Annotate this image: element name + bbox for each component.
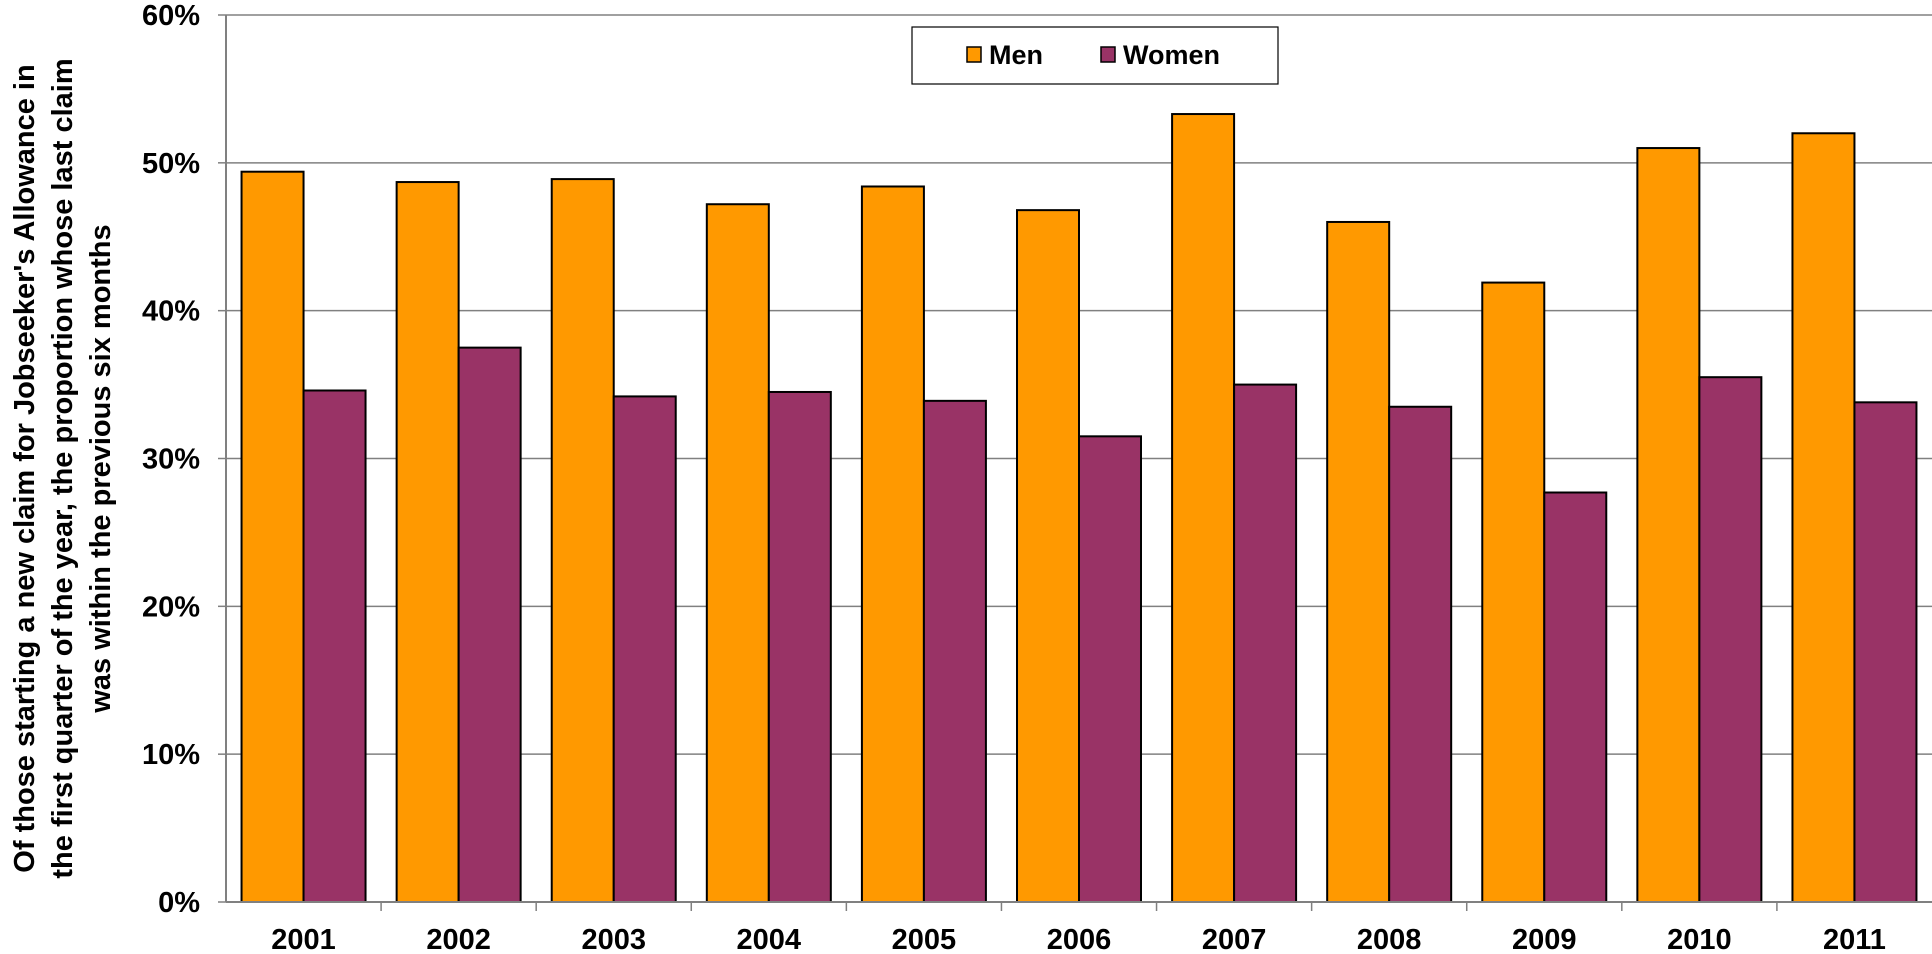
bar-women-2007 [1233,383,1298,904]
x-tick-label: 2003 [581,924,646,954]
y-tick-labels: 0% 10% 20% 30% 40% 50% 60% [142,0,200,919]
bar-women-2004 [767,390,832,903]
bar-men-2006 [1016,209,1080,903]
y-tick-label: 20% [142,591,200,623]
x-tick-label: 2008 [1357,924,1422,954]
bar-women-2002 [457,346,522,903]
bar-men-2002 [395,181,460,903]
legend: Men Women [911,26,1279,85]
bars [240,113,1918,904]
y-axis-title: Of those starting a new claim for Jobsee… [9,58,117,878]
bar-men-2010 [1636,147,1701,904]
x-tick-label: 2005 [892,924,957,954]
bar-men-2009 [1481,281,1546,904]
x-tick-label: 2009 [1512,924,1577,954]
bar-women-2006 [1078,435,1142,903]
y-tick-label: 50% [142,148,200,180]
x-tick-label: 2007 [1202,924,1267,954]
bar-women-2009 [1543,491,1608,903]
bar-women-2003 [612,395,677,903]
x-tick-label: 2002 [426,924,491,954]
legend-label-women: Women [1123,40,1220,70]
y-tick-label: 30% [142,444,200,476]
bar-men-2003 [550,178,615,904]
bar-men-2005 [860,185,925,903]
legend-swatch-men [966,46,982,63]
bar-women-2008 [1388,405,1453,903]
y-tick-label: 60% [142,0,200,32]
bar-women-2011 [1853,401,1918,903]
legend-label-men: Men [989,40,1043,70]
bar-men-2008 [1326,220,1391,903]
x-tick-label: 2004 [737,924,802,954]
y-axis-title-line: the first quarter of the year, the propo… [47,58,79,878]
x-tick-labels: 2001 2002 2003 2004 2005 2006 2007 2008 2009 2010… [271,924,1886,954]
axes [218,14,1932,911]
y-tick-label: 0% [158,887,200,919]
legend-swatch-women [1100,46,1116,63]
x-tick-label: 2006 [1047,924,1112,954]
bar-men-2011 [1791,132,1856,903]
y-tick-label: 10% [142,739,200,771]
x-tick-label: 2011 [1823,924,1886,954]
bar-men-2007 [1171,113,1236,903]
y-tick-label: 40% [142,296,200,328]
bar-women-2005 [922,399,987,903]
y-axis-title-line: Of those starting a new claim for Jobsee… [9,64,41,872]
bar-women-2010 [1698,376,1763,904]
y-axis-title-line: was within the previous six months [85,224,117,713]
bar-men-2001 [240,170,305,904]
bar-men-2004 [705,203,770,903]
x-tick-label: 2010 [1667,924,1732,954]
bar-women-2001 [302,389,367,903]
x-tick-label: 2001 [271,924,336,954]
